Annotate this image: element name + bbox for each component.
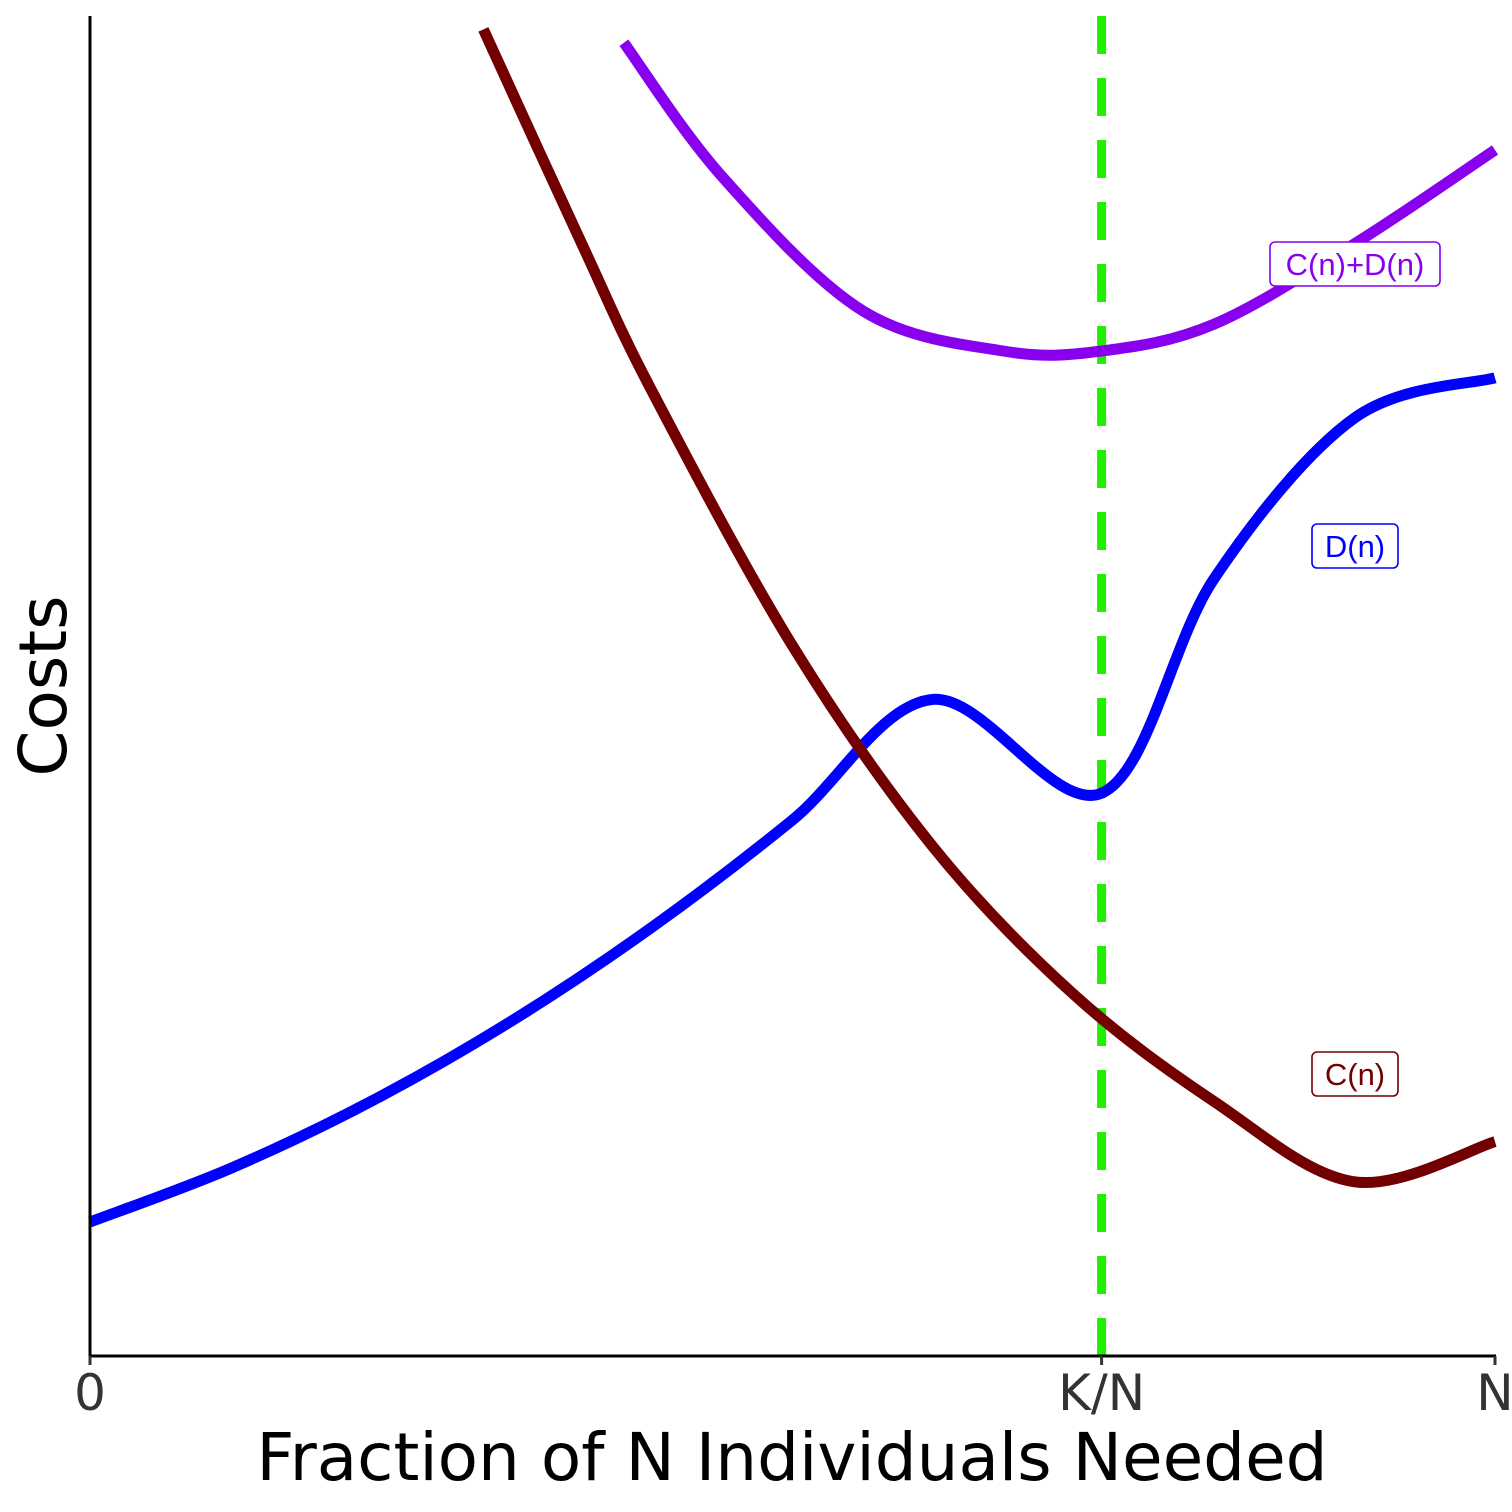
x-axis-title: Fraction of N Individuals Needed bbox=[256, 1419, 1327, 1496]
x-tick-label: 0 bbox=[74, 1364, 106, 1422]
plot-area bbox=[88, 16, 1499, 1356]
series-labels: C(n)+D(n) D(n) C(n) bbox=[1269, 241, 1441, 1097]
series-label: C(n)+D(n) bbox=[1269, 241, 1441, 287]
series-label-box bbox=[1269, 241, 1441, 287]
total-cost-curve bbox=[619, 39, 1499, 361]
series-label-text: D(n) bbox=[1325, 529, 1385, 564]
series-label-text: C(n)+D(n) bbox=[1286, 247, 1425, 282]
series-label-box bbox=[1311, 1051, 1399, 1097]
c-of-n-curve bbox=[478, 27, 1497, 1189]
series-label: C(n) bbox=[1311, 1051, 1399, 1097]
x-axis-ticks: 0 K/N N bbox=[74, 1356, 1512, 1422]
series-label-box bbox=[1311, 523, 1399, 569]
series-label-text: C(n) bbox=[1325, 1057, 1385, 1092]
y-axis-title: Costs bbox=[5, 595, 82, 776]
d-of-n-curve bbox=[88, 372, 1497, 1228]
x-tick-label: K/N bbox=[1058, 1364, 1145, 1422]
series-label: D(n) bbox=[1311, 523, 1399, 569]
x-tick-label: N bbox=[1476, 1364, 1512, 1422]
